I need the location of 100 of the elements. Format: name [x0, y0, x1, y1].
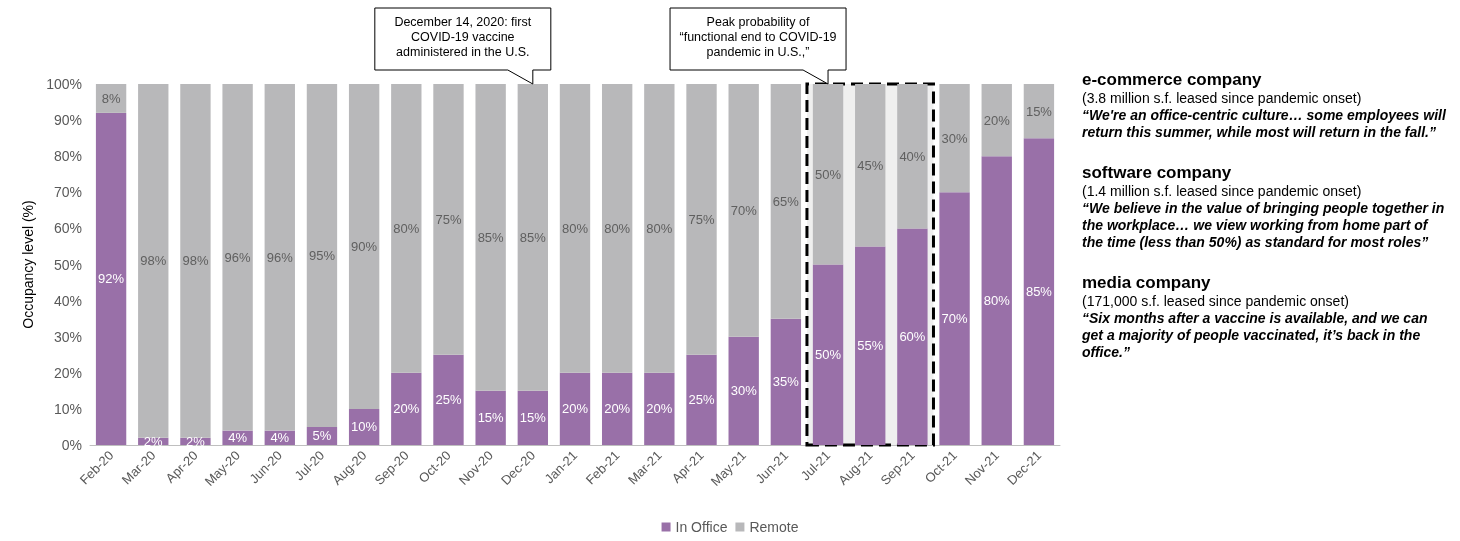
text: (1.4 million s.f. leased since pandemic onset): [1082, 183, 1363, 200]
bar: [644, 84, 675, 373]
y-tick-label: 90%: [53, 112, 82, 129]
text: e-commerce company: [1082, 70, 1263, 90]
y-tick-label: 100%: [46, 76, 82, 92]
bar: [728, 336, 759, 445]
data-label: 4%: [228, 430, 248, 446]
bar: [433, 84, 464, 355]
data-label: 50%: [815, 347, 842, 363]
data-label: 4%: [270, 430, 290, 446]
data-label: 30%: [941, 130, 969, 146]
data-label: 70%: [730, 202, 758, 218]
text: media company: [1082, 273, 1212, 293]
data-label: 96%: [266, 249, 294, 265]
data-label: 80%: [561, 220, 589, 236]
data-label: 20%: [393, 401, 420, 417]
bar: [348, 84, 380, 409]
data-label: 80%: [983, 293, 1011, 309]
data-label: 80%: [393, 220, 420, 236]
annotation: Peak probability of “functional end to COVID-19 pandemic in U.S.,”: [671, 9, 846, 69]
y-tick-label: 0%: [61, 437, 82, 453]
data-label: 96%: [224, 249, 252, 265]
bar: [897, 228, 928, 445]
bar: [855, 84, 886, 247]
y-tick-label: 40%: [53, 292, 82, 309]
y-tick-label: 50%: [53, 256, 82, 273]
bar: [306, 84, 338, 427]
text: (171,000 s.f. leased since pandemic onset): [1082, 293, 1350, 310]
bar: [728, 84, 759, 337]
data-label: 75%: [688, 211, 715, 227]
bar: [180, 84, 211, 438]
bar: [601, 372, 633, 445]
data-label: 80%: [604, 220, 631, 236]
bar: [559, 372, 591, 445]
data-label: 8%: [101, 90, 121, 106]
data-label: 15%: [519, 410, 547, 426]
data-label: 25%: [688, 392, 715, 408]
data-label: 20%: [983, 112, 1011, 128]
bar: [1023, 84, 1055, 139]
data-label: 80%: [646, 220, 673, 236]
data-label: 30%: [730, 383, 758, 399]
data-label: 85%: [477, 229, 505, 245]
data-label: 85%: [519, 229, 547, 245]
data-label: 2%: [143, 433, 164, 449]
data-label: 40%: [899, 148, 926, 164]
bar: [517, 390, 549, 445]
annotation: December 14, 2020: first COVID-19 vaccine administered in the U.S.: [375, 9, 550, 69]
bar: [475, 390, 506, 445]
data-label: 55%: [857, 338, 884, 354]
bar: [391, 84, 422, 373]
data-label: 95%: [308, 247, 336, 263]
data-label: 75%: [435, 211, 462, 227]
data-label: 25%: [435, 392, 462, 408]
bar: [812, 84, 844, 265]
text: “We're an office-centric culture… some employees will return this summer, while most will return in the fall.”: [1082, 107, 1447, 141]
data-label: 98%: [182, 253, 209, 269]
data-label: 5%: [312, 428, 332, 444]
data-label: 60%: [899, 329, 926, 345]
bar: [1023, 138, 1055, 445]
y-tick-label: 70%: [53, 184, 82, 201]
bar: [391, 372, 422, 445]
text: “We believe in the value of bringing people together in the workplace… we view working from home part of the time (less than 50%) as standard for most roles”: [1082, 200, 1446, 251]
data-label: 65%: [772, 193, 800, 209]
bar: [138, 84, 169, 438]
bar: [686, 84, 717, 355]
bar: [264, 84, 295, 431]
data-label: 50%: [815, 166, 842, 182]
bar: [939, 84, 970, 193]
text: (3.8 million s.f. leased since pandemic onset): [1082, 90, 1363, 107]
legend-label: Remote: [749, 519, 799, 535]
y-tick-label: 10%: [53, 400, 82, 417]
bar: [939, 192, 970, 445]
y-tick-label: 60%: [53, 220, 82, 237]
bar: [517, 84, 549, 391]
bar: [222, 84, 253, 431]
bar: [559, 84, 591, 373]
data-label: 35%: [772, 374, 800, 390]
bar: [644, 372, 675, 445]
data-label: 45%: [857, 157, 884, 173]
data-label: 10%: [351, 419, 378, 435]
bar: [855, 246, 886, 445]
y-axis-title: Occupancy level (%): [20, 200, 36, 329]
data-label: 20%: [561, 401, 589, 417]
bar: [812, 264, 844, 445]
text: “Six months after a vaccine is available, and we can get a majority of people vaccinated, it’s back in the office.”: [1082, 310, 1429, 361]
data-label: 20%: [646, 401, 673, 417]
data-label: 85%: [1025, 284, 1053, 300]
y-tick-label: 20%: [53, 364, 82, 381]
data-label: 70%: [941, 311, 969, 327]
y-tick-label: 80%: [53, 148, 82, 165]
bar: [981, 156, 1012, 445]
data-label: 15%: [477, 410, 505, 426]
bar: [897, 84, 928, 229]
data-label: 20%: [604, 401, 631, 417]
bar: [981, 84, 1012, 157]
data-label: 90%: [351, 238, 378, 254]
y-tick-label: 30%: [53, 328, 82, 345]
bar: [475, 84, 506, 391]
bar: [770, 318, 802, 445]
data-label: 92%: [98, 271, 125, 287]
